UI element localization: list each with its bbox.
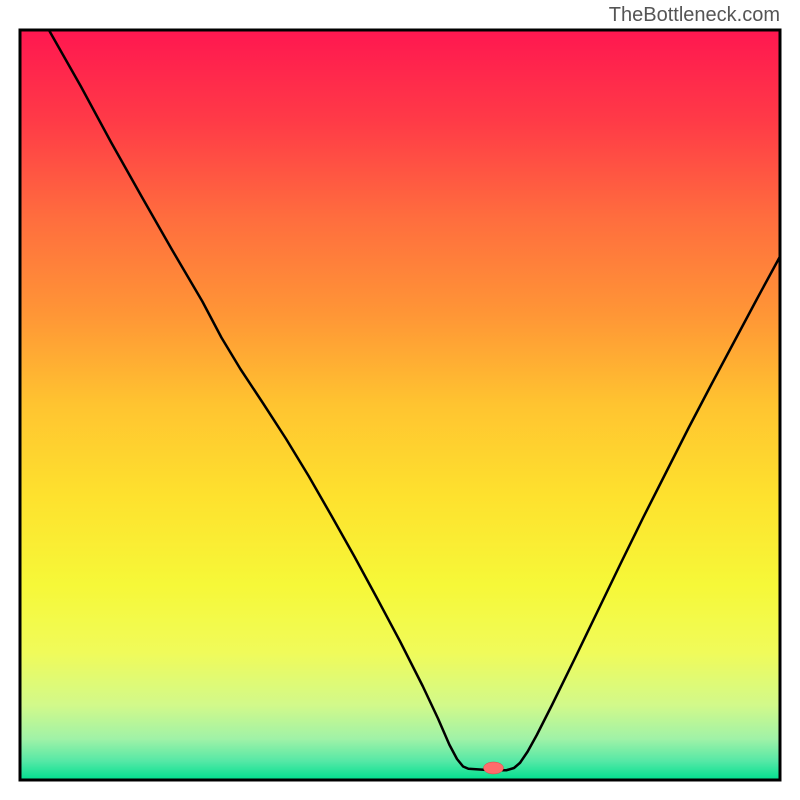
watermark-text: TheBottleneck.com xyxy=(609,4,780,27)
optimum-marker xyxy=(483,762,503,774)
bottleneck-chart: TheBottleneck.com xyxy=(0,0,800,800)
chart-svg xyxy=(0,0,800,800)
gradient-background xyxy=(20,30,780,780)
